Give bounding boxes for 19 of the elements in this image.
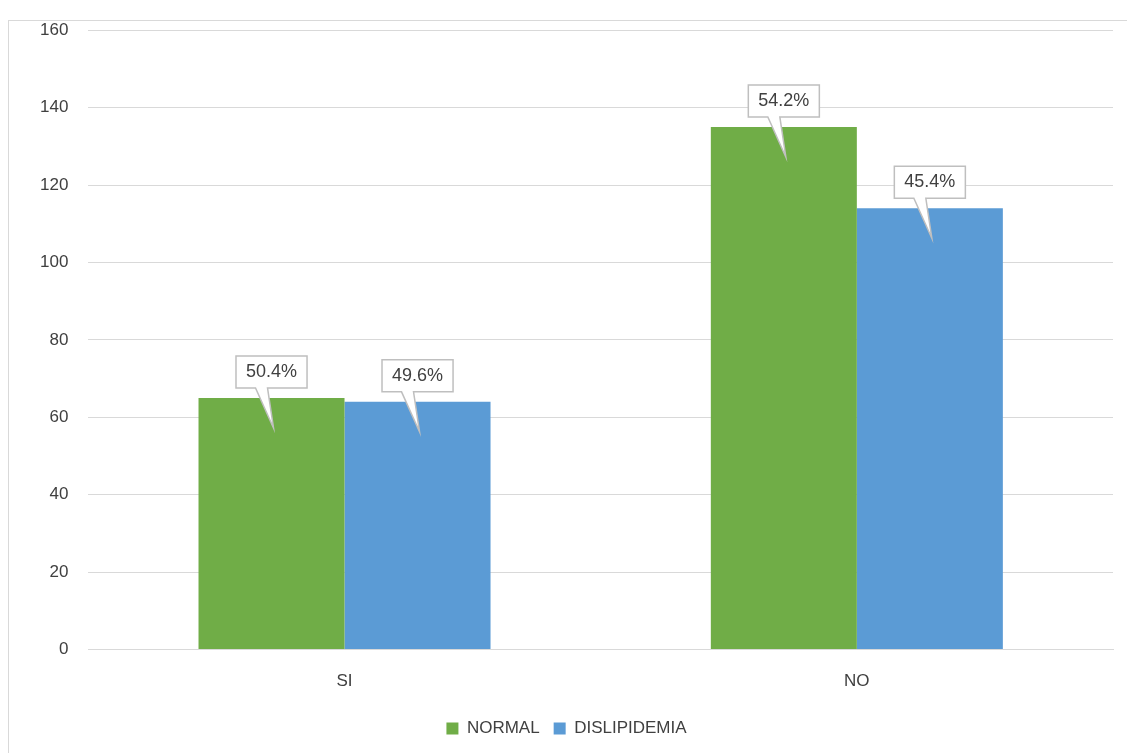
y-tick-label: 0	[58, 639, 69, 659]
annotation: 50.4%	[245, 360, 298, 381]
y-tick-label: 60	[49, 407, 69, 427]
annotation: 54.2%	[758, 89, 810, 110]
bar	[344, 401, 491, 650]
annotation: 45.4%	[904, 171, 956, 192]
y-tick-label: 120	[39, 174, 69, 194]
annotation: 49.6%	[392, 364, 444, 385]
legend-label: DISLIPIDEMIA	[574, 718, 688, 738]
legend-label: NORMAL	[466, 718, 540, 738]
y-tick-label: 80	[49, 329, 69, 349]
x-tick-label: SI	[336, 671, 353, 691]
y-tick-label: 160	[39, 19, 69, 39]
y-tick-label: 20	[49, 561, 69, 581]
x-tick-label: NO	[844, 671, 870, 691]
y-tick-label: 140	[39, 97, 69, 117]
y-tick-label: 40	[49, 484, 69, 504]
y-tick-label: 100	[39, 252, 69, 272]
bar	[198, 397, 345, 650]
